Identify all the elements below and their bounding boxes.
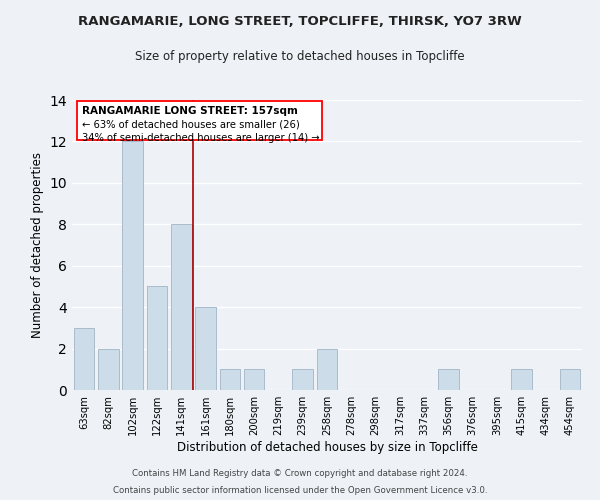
Bar <box>317 348 337 390</box>
Bar <box>122 142 143 390</box>
X-axis label: Distribution of detached houses by size in Topcliffe: Distribution of detached houses by size … <box>176 441 478 454</box>
Bar <box>171 224 191 390</box>
Bar <box>292 370 313 390</box>
Text: Contains public sector information licensed under the Open Government Licence v3: Contains public sector information licen… <box>113 486 487 495</box>
Bar <box>220 370 240 390</box>
Text: ← 63% of detached houses are smaller (26): ← 63% of detached houses are smaller (26… <box>82 120 299 130</box>
Bar <box>511 370 532 390</box>
Text: 34% of semi-detached houses are larger (14) →: 34% of semi-detached houses are larger (… <box>82 133 319 143</box>
Bar <box>244 370 265 390</box>
Bar <box>98 348 119 390</box>
Bar <box>438 370 459 390</box>
Y-axis label: Number of detached properties: Number of detached properties <box>31 152 44 338</box>
Bar <box>146 286 167 390</box>
Text: RANGAMARIE LONG STREET: 157sqm: RANGAMARIE LONG STREET: 157sqm <box>82 106 298 116</box>
Text: Contains HM Land Registry data © Crown copyright and database right 2024.: Contains HM Land Registry data © Crown c… <box>132 468 468 477</box>
Bar <box>74 328 94 390</box>
Bar <box>195 307 216 390</box>
Bar <box>560 370 580 390</box>
FancyBboxPatch shape <box>77 101 322 140</box>
Text: Size of property relative to detached houses in Topcliffe: Size of property relative to detached ho… <box>135 50 465 63</box>
Text: RANGAMARIE, LONG STREET, TOPCLIFFE, THIRSK, YO7 3RW: RANGAMARIE, LONG STREET, TOPCLIFFE, THIR… <box>78 15 522 28</box>
